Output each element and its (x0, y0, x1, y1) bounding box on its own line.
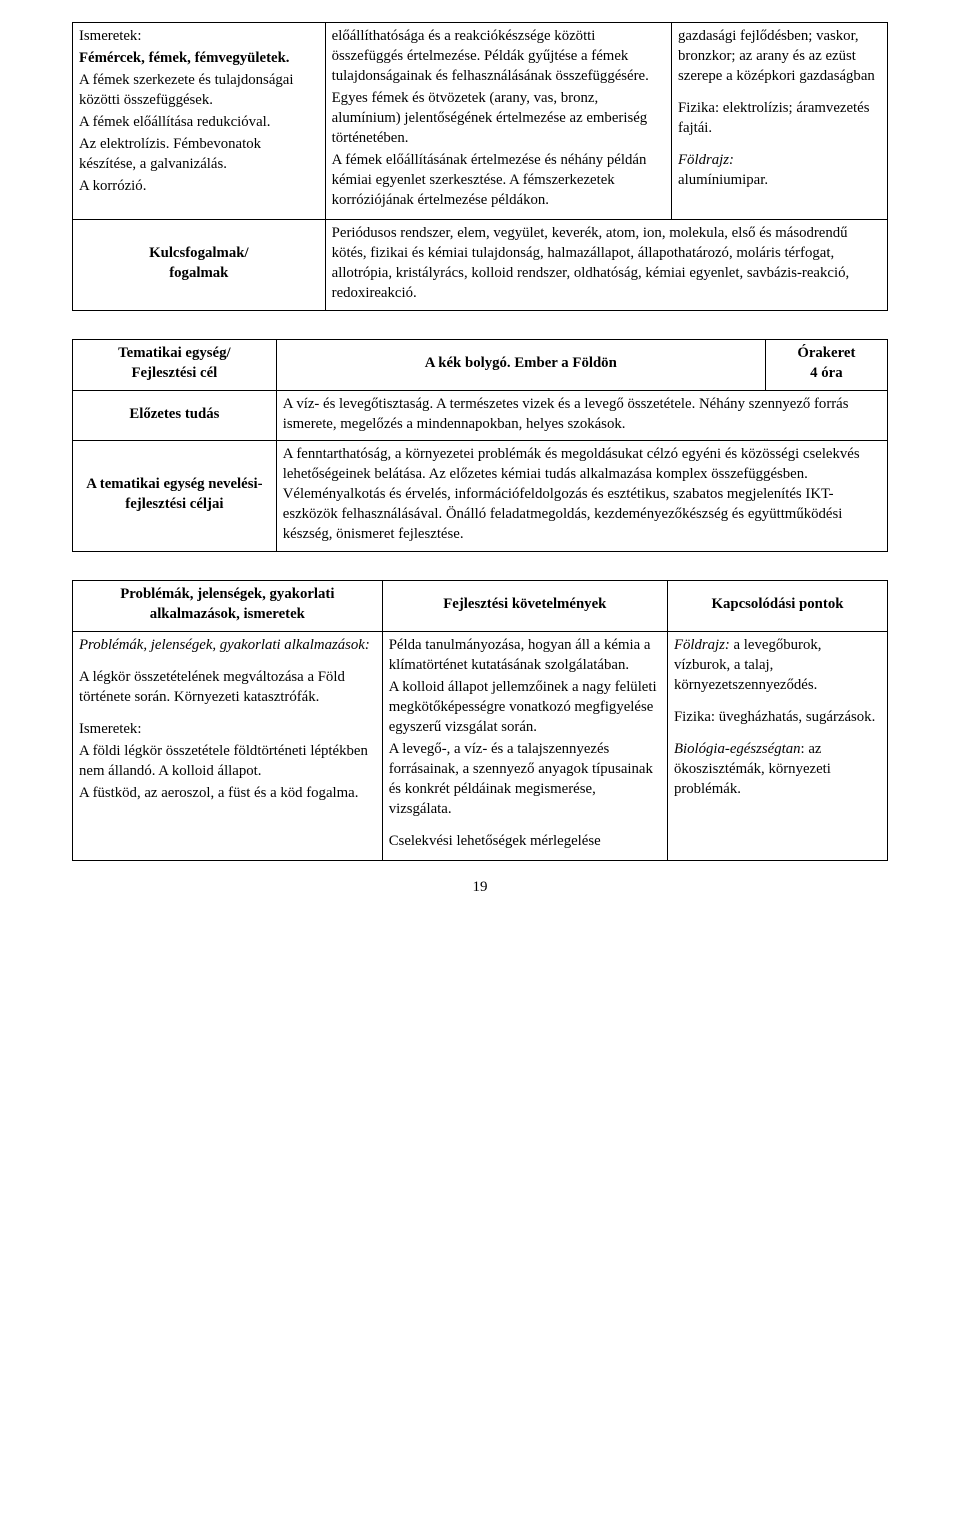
t1-c1-l3: A fémek előállítása redukcióval. (79, 113, 319, 133)
t3-c3-l2: Fizika: üvegházhatás, sugárzások. (674, 708, 881, 728)
t3-c2-p4: Cselekvési lehetőségek mérlegelése (389, 832, 661, 852)
t2-r1c1: Tematikai egység/ Fejlesztési cél (73, 339, 277, 390)
thematic-unit-table: Tematikai egység/ Fejlesztési cél A kék … (72, 339, 888, 553)
knowledge-table: Ismeretek: Fémércek, fémek, fémvegyülete… (72, 22, 888, 311)
t3-c2-p2: A kolloid állapot jellemzőinek a nagy fe… (389, 678, 661, 738)
t1-col2: előállíthatósága és a reakciókészsége kö… (325, 23, 671, 220)
t1-c3-p2: Fizika: elektrolízis; áramvezetés fajtái… (678, 99, 881, 139)
t1-c3-p1: gazdasági fejlődésben; vaskor, bronzkor;… (678, 27, 881, 87)
t1-c1-l2: A fémek szerkezete és tulajdonságai közö… (79, 71, 319, 111)
t3-c2-p1: Példa tanulmányozása, hogyan áll a kémia… (389, 636, 661, 676)
t3-c1-p3: A füstköd, az aeroszol, a füst és a köd … (79, 784, 376, 804)
t2-r3c1: A tematikai egység nevelési-fejlesztési … (73, 441, 277, 552)
t2-r2c2: A víz- és levegőtisztaság. A természetes… (276, 390, 887, 441)
t1-col3: gazdasági fejlődésben; vaskor, bronzkor;… (672, 23, 888, 220)
t1-keywords-label: Kulcsfogalmak/ fogalmak (73, 219, 326, 310)
t3-h3: Kapcsolódási pontok (667, 581, 887, 632)
t3-c2-p3: A levegő-, a víz- és a talajszennyezés f… (389, 740, 661, 820)
t3-col1: Problémák, jelenségek, gyakorlati alkalm… (73, 632, 383, 861)
problems-table: Problémák, jelenségek, gyakorlati alkalm… (72, 580, 888, 861)
t3-c3-l3it: Biológia-egészségtan (674, 741, 801, 757)
t1-keywords-text: Periódusos rendszer, elem, vegyület, kev… (325, 219, 887, 310)
t1-col1: Ismeretek: Fémércek, fémek, fémvegyülete… (73, 23, 326, 220)
t1-c2-p1: előállíthatósága és a reakciókészsége kö… (332, 27, 665, 87)
t2-r1c2: A kék bolygó. Ember a Földön (276, 339, 765, 390)
t2-r2c1: Előzetes tudás (73, 390, 277, 441)
t1-c1-heading: Ismeretek: (79, 28, 141, 44)
t3-col3: Földrajz: a levegőburok, vízburok, a tal… (667, 632, 887, 861)
page-number: 19 (72, 877, 888, 897)
t3-c3-l1it: Földrajz: (674, 637, 730, 653)
t3-h2: Fejlesztési követelmények (382, 581, 667, 632)
t1-c1-bold: Fémércek, fémek, fémvegyületek. (79, 50, 290, 66)
t3-h1: Problémák, jelenségek, gyakorlati alkalm… (73, 581, 383, 632)
t1-c2-p3: A fémek előállításának értelmezése és né… (332, 151, 665, 211)
t3-col2: Példa tanulmányozása, hogyan áll a kémia… (382, 632, 667, 861)
t1-c2-p2: Egyes fémek és ötvözetek (arany, vas, br… (332, 89, 665, 149)
t3-c1-italic: Problémák, jelenségek, gyakorlati alkalm… (79, 636, 376, 656)
t3-c1-p1: A légkör összetételének megváltozása a F… (79, 668, 376, 708)
t3-c1-heading: Ismeretek: (79, 720, 376, 740)
t1-c1-l5: A korrózió. (79, 177, 319, 197)
t2-r1c3: Órakeret 4 óra (765, 339, 887, 390)
t1-c3-p3a: Földrajz: (678, 152, 734, 168)
t1-c1-l4: Az elektrolízis. Fémbevonatok készítése,… (79, 135, 319, 175)
t2-r3c2: A fenntarthatóság, a környezetei problém… (276, 441, 887, 552)
t3-c1-p2: A földi légkör összetétele földtörténeti… (79, 742, 376, 782)
t1-c3-p3b: alumíniumipar. (678, 172, 768, 188)
